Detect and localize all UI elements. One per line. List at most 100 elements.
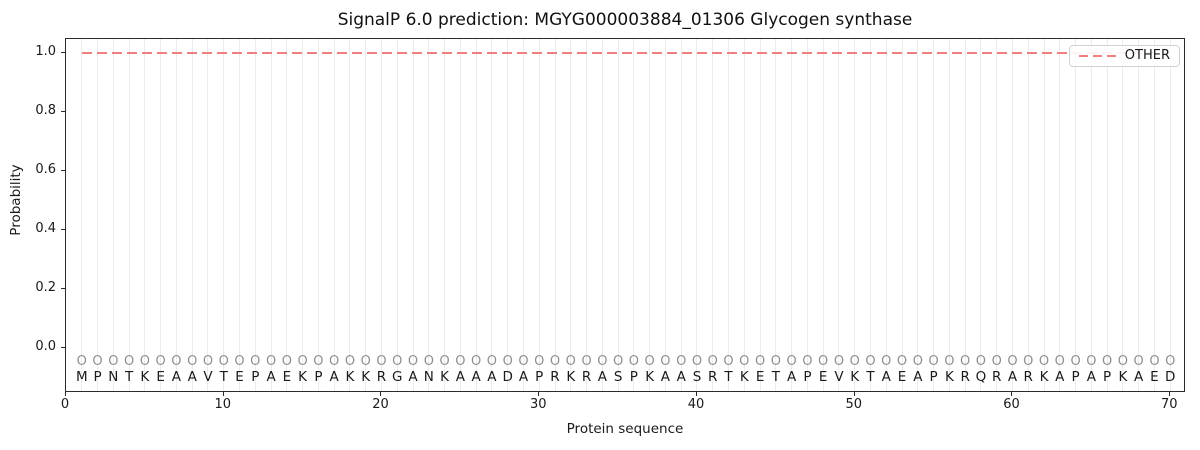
residue-gridline [522,39,524,391]
residue-gridline [554,39,556,391]
residue-marker-O: O [754,354,766,369]
residue-letter: T [866,369,875,385]
residue-gridline [223,39,225,391]
y-tick-mark [61,111,65,112]
residue-letter: A [471,369,481,385]
y-tick-label: 0.2 [35,280,56,295]
x-tick-mark [853,392,855,396]
x-axis-label: Protein sequence [566,421,684,437]
residue-letter: A [913,369,923,385]
x-tick-mark [538,392,540,396]
residue-letter: E [897,369,907,385]
residue-marker-O: O [644,354,655,369]
x-tick-label: 20 [372,397,389,412]
residue-gridline [380,39,382,391]
residue-letter: G [392,369,403,385]
x-tick-label: 30 [529,397,547,412]
residue-gridline [996,39,998,391]
residue-letter: P [251,369,260,385]
residue-letter: T [724,369,733,385]
residue-gridline [538,39,540,391]
residue-letter: A [1134,369,1144,385]
residue-letter: K [440,369,449,385]
residue-gridline [791,39,793,391]
residue-marker-O: O [471,354,482,369]
x-tick-mark [1169,392,1171,396]
residue-marker-O: O [1149,354,1160,369]
residue-letter: R [992,369,1002,385]
residue-marker-O: O [265,354,277,369]
residue-marker-O: O [423,354,434,369]
residue-gridline [286,39,288,391]
y-tick-label: 0.6 [35,162,56,177]
residue-letter: A [266,369,276,385]
residue-letter: A [597,369,607,385]
residue-gridline [1106,39,1108,391]
residue-letter: S [613,369,623,385]
residue-letter: P [535,369,544,385]
residue-letter: R [708,369,718,385]
residue-marker-O: O [896,354,908,369]
residue-marker-O: O [518,354,529,369]
residue-letter: E [1150,369,1159,385]
residue-gridline [933,39,935,391]
residue-letter: V [834,369,844,385]
x-tick-label: 0 [60,397,70,412]
residue-gridline [475,39,477,391]
residue-marker-O: O [329,354,340,369]
residue-letter: A [1055,369,1065,385]
residue-gridline [270,39,272,391]
residue-gridline [1122,39,1124,391]
residue-letter: A [171,369,182,385]
residue-gridline [1138,39,1140,391]
residue-letter: D [502,369,513,385]
residue-letter: P [803,369,812,385]
residue-gridline [444,39,446,391]
residue-gridline [775,39,777,391]
y-axis-label: Probability [8,164,24,236]
residue-letter: V [203,369,213,385]
residue-letter: K [1039,369,1049,385]
residue-letter: A [1007,369,1018,385]
residue-gridline [728,39,730,391]
y-tick-mark [61,347,65,348]
residue-marker-O: O [991,354,1002,369]
x-tick-mark [695,392,697,396]
x-tick-label: 40 [687,397,705,412]
residue-gridline [980,39,982,391]
residue-marker-O: O [849,354,860,369]
residue-gridline [302,39,304,391]
y-tick-label: 1.0 [35,44,56,59]
residue-letter: A [1086,369,1096,385]
residue-marker-O: O [960,354,971,369]
residue-gridline [617,39,619,391]
residue-gridline [365,39,367,391]
residue-marker-O: O [691,354,703,369]
residue-letter: R [960,369,970,385]
residue-gridline [175,39,177,391]
residue-marker-O: O [833,354,845,369]
residue-gridline [633,39,635,391]
residue-letter: A [787,369,797,385]
x-tick-mark [380,392,382,396]
y-tick-mark [61,288,65,289]
residue-gridline [870,39,871,391]
residue-marker-O: O [912,354,923,369]
residue-gridline [680,39,682,391]
residue-gridline [822,39,824,391]
y-tick-label: 0.4 [35,221,56,236]
residue-gridline [144,39,146,391]
residue-marker-O: O [297,354,308,369]
residue-letter: Q [975,369,987,385]
residue-letter: K [645,369,655,385]
residue-gridline [1011,39,1013,391]
other-probability-line [81,52,1171,54]
residue-gridline [112,39,114,391]
residue-gridline [838,39,840,391]
residue-gridline [396,39,398,391]
x-tick-mark [222,392,224,396]
residue-letter: D [1165,369,1176,385]
residue-marker-O: O [407,354,419,369]
residue-gridline [128,39,130,391]
residue-gridline [964,39,966,391]
